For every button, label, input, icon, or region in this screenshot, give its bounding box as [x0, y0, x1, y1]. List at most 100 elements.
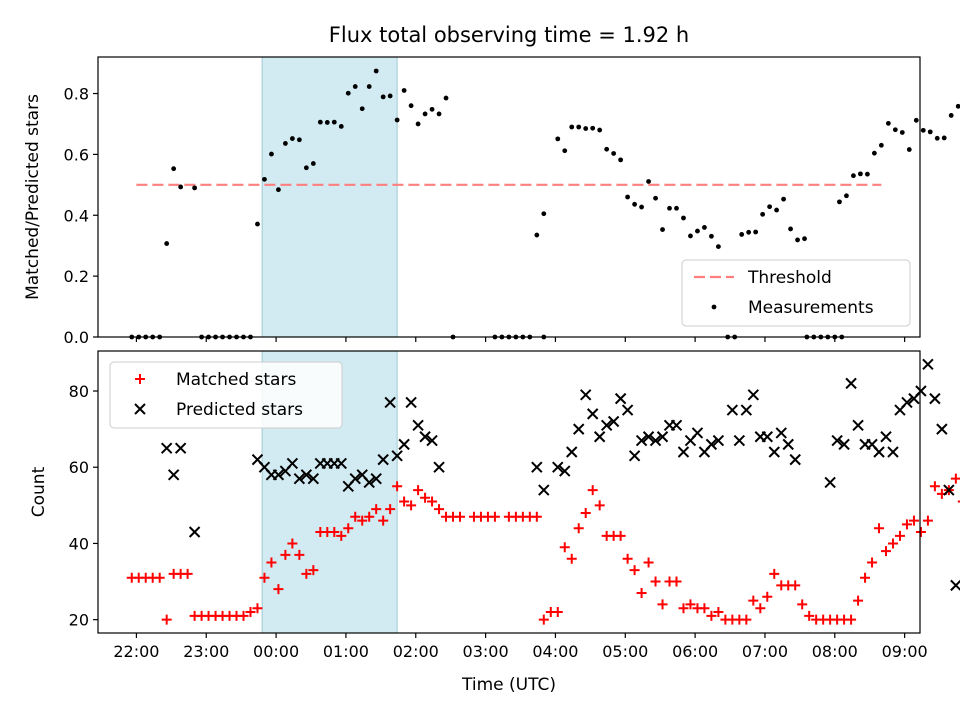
predicted-stars-point: [747, 389, 760, 401]
predicted-stars-point: [600, 419, 613, 432]
predicted-stars-point: [901, 396, 913, 409]
matched-stars-point: [580, 507, 591, 518]
measurement-point: [851, 173, 856, 179]
measurement-point: [864, 171, 870, 177]
y-tick-label: 40: [69, 534, 89, 553]
measurement-point: [192, 185, 198, 191]
measurement-point: [767, 204, 773, 210]
x-tick-label: 23:00: [183, 642, 229, 661]
bottom-y-axis-label: Count: [29, 466, 49, 517]
measurement-point: [262, 176, 267, 182]
matched-stars-point: [650, 576, 661, 587]
predicted-stars-point: [272, 469, 285, 481]
top-legend: Threshold Measurements: [681, 259, 911, 327]
matched-stars-point: [908, 515, 919, 526]
predicted-stars-point: [552, 461, 564, 473]
measurement-point: [415, 121, 421, 127]
matched-stars-point: [874, 523, 885, 534]
predicted-stars-point: [726, 404, 739, 416]
matched-stars-point: [371, 504, 382, 515]
matched-stars-point: [531, 511, 542, 522]
matched-stars-point: [259, 572, 270, 583]
measurement-point: [802, 236, 807, 242]
predicted-stars-point: [593, 431, 606, 443]
matched-stars-point: [769, 568, 780, 579]
measurement-point: [317, 119, 323, 125]
predicted-stars-point: [656, 431, 669, 443]
measurement-point: [555, 136, 561, 142]
measurement-point: [927, 129, 933, 135]
y-tick-label: 60: [69, 458, 89, 477]
matched-stars-point: [266, 557, 277, 568]
matched-stars-point: [867, 557, 878, 568]
measurement-point: [269, 151, 274, 157]
matched-stars-point: [629, 565, 640, 576]
predicted-stars-point: [559, 465, 571, 477]
measurement-point: [289, 136, 295, 141]
measurement-point: [164, 241, 170, 246]
bottom-panel: 22:00 23:00 00:00 01:00 02:00 03:00 04:00 05:00…: [29, 350, 960, 695]
measurement-point: [373, 68, 379, 74]
measurement-point: [611, 151, 617, 156]
bottom-axes-frame: [97, 350, 921, 634]
matched-stars-point: [566, 553, 577, 564]
measurement-point: [359, 106, 365, 112]
matched-stars-point: [427, 496, 438, 507]
matched-stars-point: [573, 523, 584, 534]
matched-stars-point: [552, 607, 563, 618]
x-tick-label: 08:00: [812, 642, 858, 661]
measurement-point: [171, 166, 177, 172]
matched-stars-point: [294, 549, 305, 560]
predicted-stars-point: [873, 446, 885, 458]
matched-stars-point: [392, 481, 403, 492]
measurement-point: [837, 199, 842, 205]
matched-stars-point: [678, 603, 689, 614]
matched-stars-point: [748, 595, 759, 606]
predicted-stars-point: [649, 434, 662, 447]
y-tick-label: 0.8: [64, 85, 89, 104]
measurement-point: [955, 103, 960, 109]
x-tick-label: 04:00: [532, 642, 578, 661]
measurement-point: [681, 215, 686, 221]
x-tick-label: 09:00: [882, 642, 928, 661]
predicted-stars-point: [824, 476, 836, 489]
predicted-stars-point: [950, 579, 960, 592]
measurement-point: [178, 184, 184, 190]
predicted-stars-point: [733, 434, 746, 447]
measurement-point: [858, 171, 863, 177]
predicted-stars-point: [300, 469, 313, 481]
matched-stars-point: [762, 591, 773, 602]
x-tick-label: 01:00: [323, 642, 369, 661]
measurement-point: [345, 90, 351, 96]
measurement-point: [844, 193, 849, 199]
matched-stars-point: [161, 614, 172, 625]
predicted-stars-point: [782, 438, 794, 451]
measurement-point: [760, 211, 766, 217]
x-tick-label: 22:00: [113, 642, 159, 661]
x-tick-label: 02:00: [393, 642, 439, 661]
matched-stars-point: [413, 485, 424, 496]
predicted-stars-point: [188, 526, 201, 538]
predicted-stars-point: [789, 453, 801, 466]
matched-stars-point: [797, 599, 808, 610]
top-panel: 0.00.20.40.60.8 Matched/Predicted stars …: [23, 56, 960, 347]
predicted-stars-point: [538, 484, 550, 496]
measurement-point: [632, 201, 637, 207]
measurement-point: [541, 211, 547, 217]
measurement-point: [667, 205, 672, 211]
y-tick-label: 0.6: [64, 145, 89, 164]
measurement-point: [408, 103, 414, 109]
predicted-stars-point: [531, 461, 543, 473]
matched-stars-point: [280, 549, 291, 560]
predicted-stars-point: [370, 472, 382, 485]
predicted-stars-point: [943, 484, 955, 496]
predicted-stars-point: [887, 446, 899, 458]
measurement-point: [394, 117, 400, 123]
predicted-stars-point: [712, 434, 725, 447]
measurement-point: [878, 142, 884, 148]
y-tick-label: 0.2: [64, 267, 89, 286]
matched-stars-point: [622, 553, 633, 564]
predicted-stars-point: [433, 461, 445, 473]
matched-stars-point: [308, 565, 319, 576]
measurement-point: [739, 232, 745, 237]
